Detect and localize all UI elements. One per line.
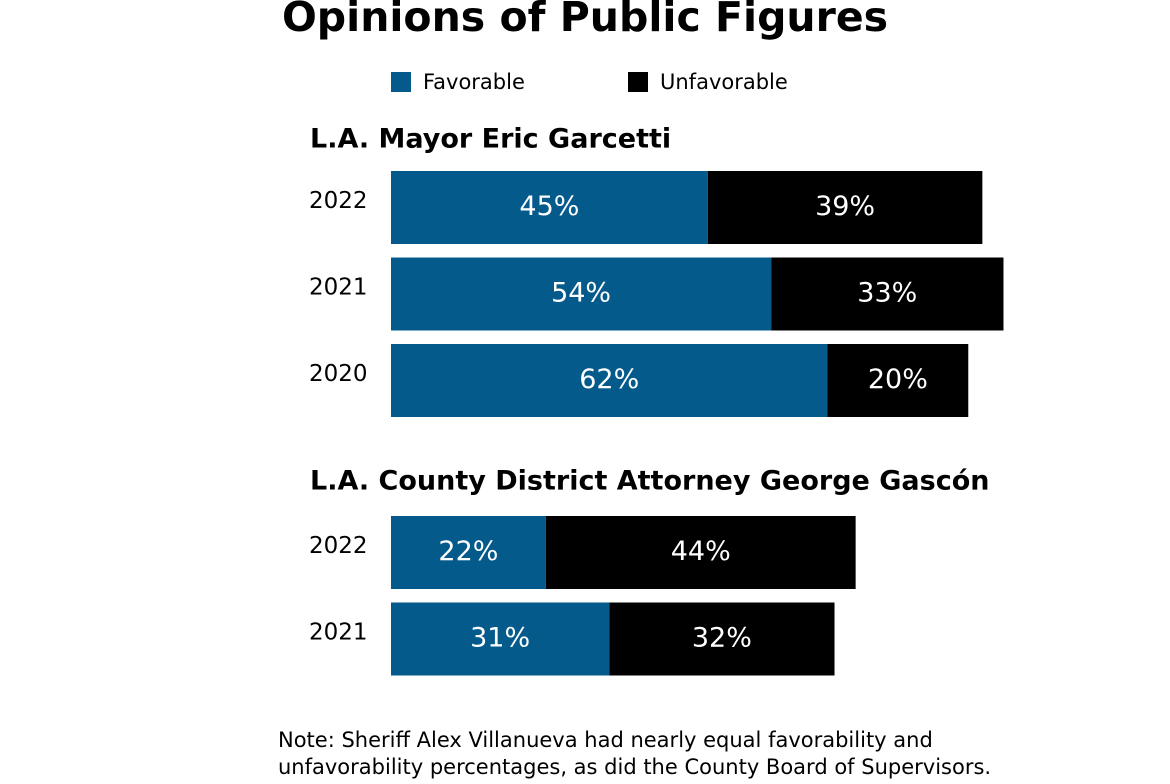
panel-title: L.A. Mayor Eric Garcetti bbox=[310, 124, 671, 155]
value-label: 32% bbox=[692, 623, 752, 654]
bar-segment bbox=[391, 257, 772, 331]
bar-segment bbox=[827, 344, 969, 417]
legend-swatch bbox=[628, 72, 648, 92]
bar-segment bbox=[707, 171, 983, 244]
value-label: 44% bbox=[671, 536, 731, 567]
bar-segment bbox=[609, 602, 835, 676]
bar-segment bbox=[391, 171, 708, 244]
value-label: 62% bbox=[579, 364, 639, 395]
legend-label: Favorable bbox=[423, 70, 525, 94]
panel-title: L.A. County District Attorney George Gas… bbox=[310, 466, 989, 497]
value-label: 20% bbox=[868, 364, 928, 395]
value-label: 54% bbox=[551, 278, 611, 309]
bar-segment bbox=[391, 516, 546, 589]
value-label: 22% bbox=[438, 536, 498, 567]
y-tick-label: 2021 bbox=[309, 620, 368, 646]
value-label: 39% bbox=[815, 191, 875, 222]
bar-segment bbox=[391, 602, 610, 676]
bar-segment bbox=[391, 344, 828, 417]
y-tick-label: 2020 bbox=[309, 361, 368, 387]
note: unfavorability percentages, as did the C… bbox=[278, 755, 991, 779]
legend-swatch bbox=[391, 72, 411, 92]
y-tick-label: 2022 bbox=[309, 533, 368, 559]
legend-label: Unfavorable bbox=[660, 70, 788, 94]
y-tick-label: 2021 bbox=[309, 275, 368, 301]
bar-segment bbox=[771, 257, 1004, 331]
chart-title: Opinions of Public Figures bbox=[282, 0, 888, 41]
bar-segment bbox=[545, 516, 856, 589]
note: Note: Sheriff Alex Villanueva had nearly… bbox=[278, 728, 933, 752]
value-label: 45% bbox=[519, 191, 579, 222]
value-label: 33% bbox=[857, 278, 917, 309]
value-label: 31% bbox=[470, 623, 530, 654]
y-tick-label: 2022 bbox=[309, 188, 368, 214]
